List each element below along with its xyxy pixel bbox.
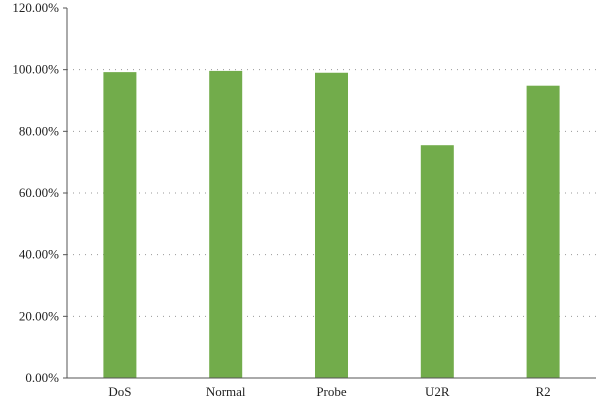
- y-tick-label: 40.00%: [19, 247, 59, 262]
- x-tick-label: DoS: [108, 384, 131, 399]
- bar-probe: [315, 72, 348, 378]
- y-tick-label: 80.00%: [19, 123, 59, 138]
- bar-normal: [209, 70, 243, 379]
- bar-dos: [103, 72, 137, 378]
- y-tick-label: 100.00%: [12, 62, 59, 77]
- x-tick-label: Probe: [316, 384, 347, 399]
- y-tick-label: 60.00%: [19, 185, 59, 200]
- y-axis-tick-labels: 0.00% 20.00% 40.00% 60.00% 80.00% 100.00% 120.…: [12, 0, 59, 385]
- axes: [63, 7, 596, 379]
- x-tick-label: Normal: [206, 384, 246, 399]
- x-tick-label: U2R: [425, 384, 450, 399]
- x-axis-category-labels: DoS Normal Probe U2R R2: [108, 384, 550, 399]
- bar-u2r: [420, 145, 454, 378]
- y-tick-label: 0.00%: [25, 370, 59, 385]
- bar-r2: [526, 85, 560, 378]
- x-tick-label: R2: [536, 384, 551, 399]
- y-tick-label: 20.00%: [19, 308, 59, 323]
- y-tick-label: 120.00%: [12, 0, 59, 15]
- bars: [103, 70, 560, 379]
